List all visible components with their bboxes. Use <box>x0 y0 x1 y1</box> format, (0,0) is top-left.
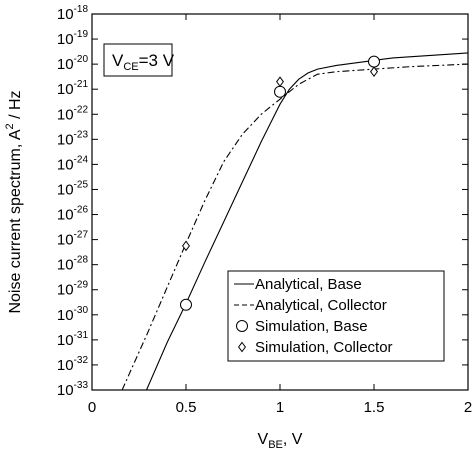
y-tick-exponent: -20 <box>74 54 89 65</box>
y-tick-base: 10 <box>57 357 74 374</box>
annotation-text: VCE=3 V <box>112 51 175 73</box>
y-tick-exponent: -32 <box>74 355 89 366</box>
y-tick-exponent: -28 <box>74 255 89 266</box>
legend-entry-analytical-collector: Analytical, Collector <box>234 297 387 314</box>
point-simulation-base <box>368 55 380 68</box>
y-tick-base: 10 <box>57 207 74 224</box>
y-tick-base: 10 <box>57 257 74 274</box>
legend-entry-simulation-collector: Simulation, Collector <box>238 339 393 356</box>
point-simulation-collector <box>370 66 378 77</box>
legend-entry-simulation-base: Simulation, Base <box>236 318 368 335</box>
point-simulation-collector <box>276 76 284 88</box>
y-tick-label: 10-31 <box>57 330 89 349</box>
y-tick-base: 10 <box>57 131 74 148</box>
y-tick-label: 10-19 <box>57 29 89 48</box>
series-line-analytical-collector <box>121 63 469 391</box>
y-tick-label: 10-23 <box>57 129 89 148</box>
x-tick-label: 1.5 <box>364 399 385 416</box>
legend-swatch <box>236 320 248 332</box>
y-tick-base: 10 <box>57 56 74 73</box>
legend-label: Analytical, Collector <box>255 297 387 314</box>
y-tick-exponent: -25 <box>74 179 89 190</box>
series-markers <box>180 55 380 311</box>
y-tick-label: 10-33 <box>57 380 89 399</box>
y-tick-label: 10-24 <box>57 154 89 173</box>
y-tick-base: 10 <box>57 382 74 399</box>
y-tick-exponent: -31 <box>74 330 89 341</box>
y-tick-base: 10 <box>57 232 74 249</box>
y-tick-label: 10-27 <box>57 230 89 249</box>
y-tick-base: 10 <box>57 282 74 299</box>
y-tick-exponent: -18 <box>74 4 89 15</box>
y-tick-exponent: -33 <box>74 380 89 391</box>
y-tick-label: 10-28 <box>57 255 89 274</box>
y-tick-exponent: -27 <box>74 230 89 241</box>
y-tick-base: 10 <box>57 6 74 23</box>
y-tick-exponent: -22 <box>74 104 89 115</box>
y-tick-exponent: -24 <box>74 154 89 165</box>
legend-swatch <box>238 341 246 353</box>
y-axis-ticks: 10-1810-1910-2010-2110-2210-2310-2410-25… <box>57 4 468 399</box>
y-tick-exponent: -30 <box>74 305 89 316</box>
y-tick-exponent: -26 <box>74 205 89 216</box>
point-simulation-base <box>274 85 286 98</box>
legend-entry-analytical-base: Analytical, Base <box>234 276 362 293</box>
x-axis-label: VBE, V <box>258 431 303 451</box>
x-axis-ticks: 0 0.5 1 1.5 2 <box>88 14 472 416</box>
y-tick-base: 10 <box>57 81 74 98</box>
legend-box <box>227 270 445 362</box>
y-tick-base: 10 <box>57 307 74 324</box>
x-tick-label: 0 <box>88 399 96 416</box>
y-tick-label: 10-22 <box>57 104 89 123</box>
legend: Analytical, Base Analytical, Collector Sim… <box>227 270 445 362</box>
y-tick-base: 10 <box>57 181 74 198</box>
y-tick-base: 10 <box>57 332 74 349</box>
point-simulation-collector <box>182 240 190 252</box>
y-tick-label: 10-21 <box>57 79 89 98</box>
point-simulation-base <box>180 298 192 311</box>
vce-annotation: VCE=3 V <box>103 43 175 77</box>
x-tick-label: 1 <box>276 399 284 416</box>
y-tick-label: 10-20 <box>57 54 89 73</box>
y-tick-label: 10-32 <box>57 355 89 374</box>
y-tick-exponent: -19 <box>74 29 89 40</box>
legend-label: Simulation, Base <box>255 318 368 335</box>
x-tick-label: 2 <box>464 399 472 416</box>
y-tick-label: 10-29 <box>57 280 89 299</box>
y-axis-label: Noise current spectrum, A2 / Hz <box>4 90 24 313</box>
y-tick-exponent: -29 <box>74 280 89 291</box>
y-tick-exponent: -23 <box>74 129 89 140</box>
y-tick-label: 10-25 <box>57 179 89 198</box>
y-tick-base: 10 <box>57 31 74 48</box>
y-tick-label: 10-30 <box>57 305 89 324</box>
legend-label: Simulation, Collector <box>255 339 393 356</box>
legend-label: Analytical, Base <box>255 276 362 293</box>
x-tick-label: 0.5 <box>176 399 197 416</box>
y-tick-base: 10 <box>57 106 74 123</box>
y-tick-exponent: -21 <box>74 79 89 90</box>
y-tick-label: 10-18 <box>57 4 89 23</box>
y-tick-base: 10 <box>57 156 74 173</box>
annotation-box <box>103 43 173 77</box>
y-tick-label: 10-26 <box>57 205 89 224</box>
